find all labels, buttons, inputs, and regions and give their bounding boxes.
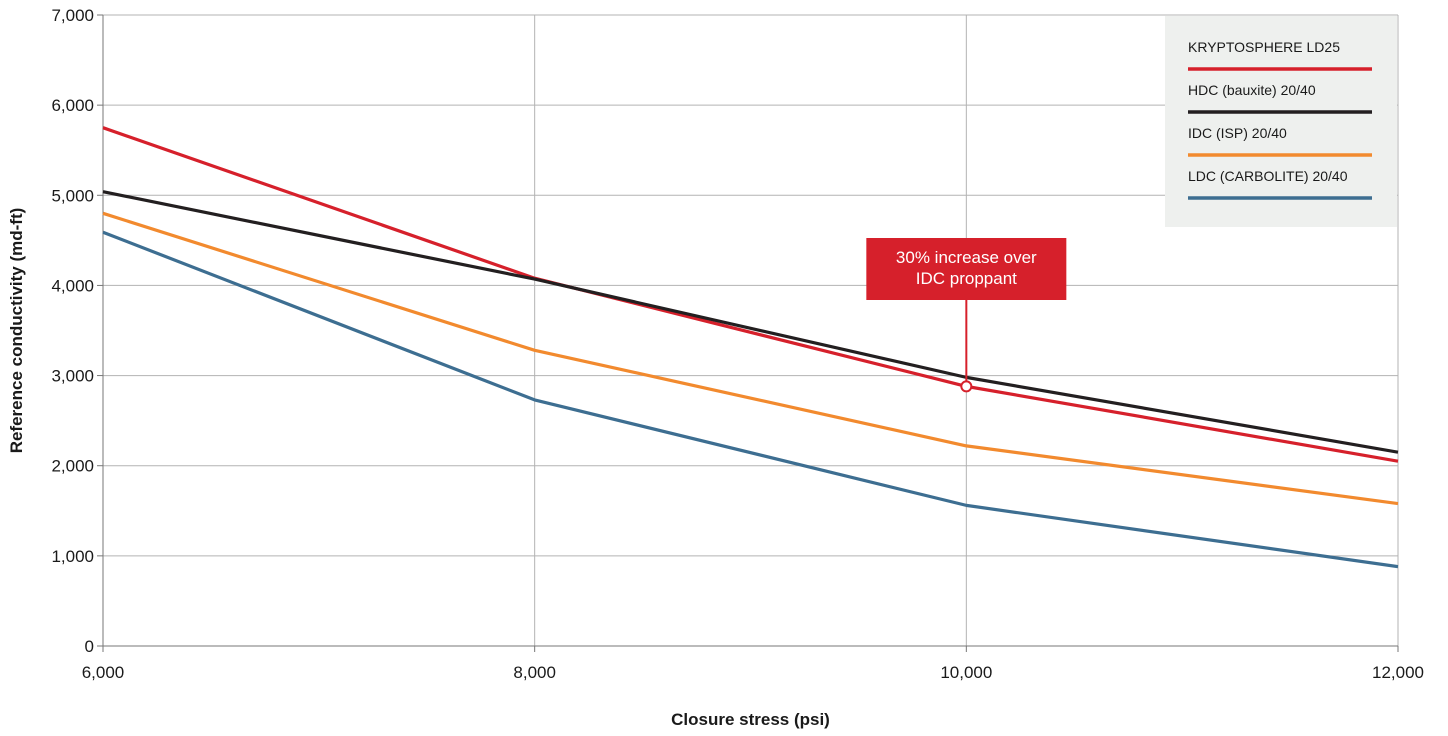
grid — [102, 14, 1399, 647]
legend: KRYPTOSPHERE LD25 HDC (bauxite) 20/40 IDC … — [1165, 16, 1397, 227]
legend-label: IDC (ISP) 20/40 — [1188, 125, 1287, 141]
y-tick-label: 0 — [85, 637, 94, 656]
x-tick-label: 8,000 — [513, 663, 556, 682]
callout-marker — [960, 380, 973, 393]
y-tick-label: 4,000 — [51, 276, 94, 295]
series-line-2 — [102, 190, 1399, 454]
callout-box — [866, 238, 1067, 300]
x-axis-ticks: 6,000 8,000 10,000 12,000 — [82, 646, 1424, 682]
legend-background — [1165, 16, 1397, 227]
legend-label: LDC (CARBOLITE) 20/40 — [1188, 168, 1348, 184]
y-tick-label: 7,000 — [51, 6, 94, 25]
y-axis-title: Reference conductivity (md-ft) — [7, 208, 26, 454]
series-line-3 — [102, 211, 1399, 506]
x-tick-label: 12,000 — [1372, 663, 1424, 682]
y-tick-label: 6,000 — [51, 96, 94, 115]
plot-frame — [102, 15, 1398, 647]
y-tick-label: 3,000 — [51, 367, 94, 386]
x-tick-label: 10,000 — [940, 663, 992, 682]
callout-text-line: IDC proppant — [916, 269, 1017, 288]
x-axis-title: Closure stress (psi) — [671, 710, 830, 729]
x-tick-label: 6,000 — [82, 663, 125, 682]
y-tick-label: 5,000 — [51, 186, 94, 205]
callout-text-line: 30% increase over — [896, 248, 1037, 267]
legend-label: KRYPTOSPHERE LD25 — [1188, 39, 1340, 55]
y-tick-label: 1,000 — [51, 547, 94, 566]
annotation-callout: 30% increase over IDC proppant — [866, 238, 1067, 393]
legend-label: HDC (bauxite) 20/40 — [1188, 82, 1316, 98]
series-line-1 — [102, 126, 1399, 463]
y-tick-label: 2,000 — [51, 457, 94, 476]
series-line-4 — [102, 230, 1399, 569]
y-axis-ticks: 0 1,000 2,000 3,000 4,000 5,000 6,000 7,000 — [51, 6, 103, 656]
series-lines — [102, 126, 1399, 569]
